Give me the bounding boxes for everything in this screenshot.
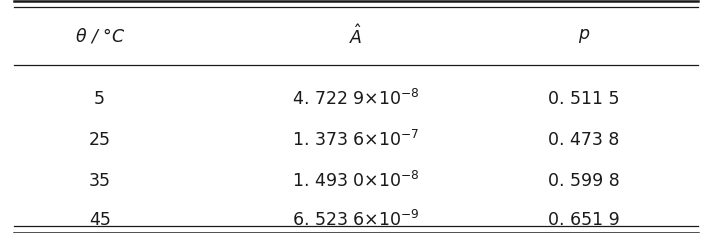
Text: 0. 651 9: 0. 651 9 xyxy=(548,211,619,229)
Text: 1. 373 6$\times$$10^{-7}$: 1. 373 6$\times$$10^{-7}$ xyxy=(292,130,420,150)
Text: 1. 493 0$\times$$10^{-8}$: 1. 493 0$\times$$10^{-8}$ xyxy=(292,171,420,191)
Text: 0. 473 8: 0. 473 8 xyxy=(548,131,619,149)
Text: 25: 25 xyxy=(89,131,110,149)
Text: $p$: $p$ xyxy=(577,27,590,45)
Text: 35: 35 xyxy=(89,171,110,190)
Text: $\hat{A}$: $\hat{A}$ xyxy=(349,24,363,48)
Text: $\theta$ / °C: $\theta$ / °C xyxy=(75,27,125,46)
Text: 6. 523 6$\times$$10^{-9}$: 6. 523 6$\times$$10^{-9}$ xyxy=(292,210,420,230)
Text: 4. 722 9$\times$$10^{-8}$: 4. 722 9$\times$$10^{-8}$ xyxy=(292,89,420,109)
Text: 45: 45 xyxy=(89,211,110,229)
Text: 0. 511 5: 0. 511 5 xyxy=(548,90,619,108)
Text: 5: 5 xyxy=(94,90,105,108)
Text: 0. 599 8: 0. 599 8 xyxy=(548,171,619,190)
